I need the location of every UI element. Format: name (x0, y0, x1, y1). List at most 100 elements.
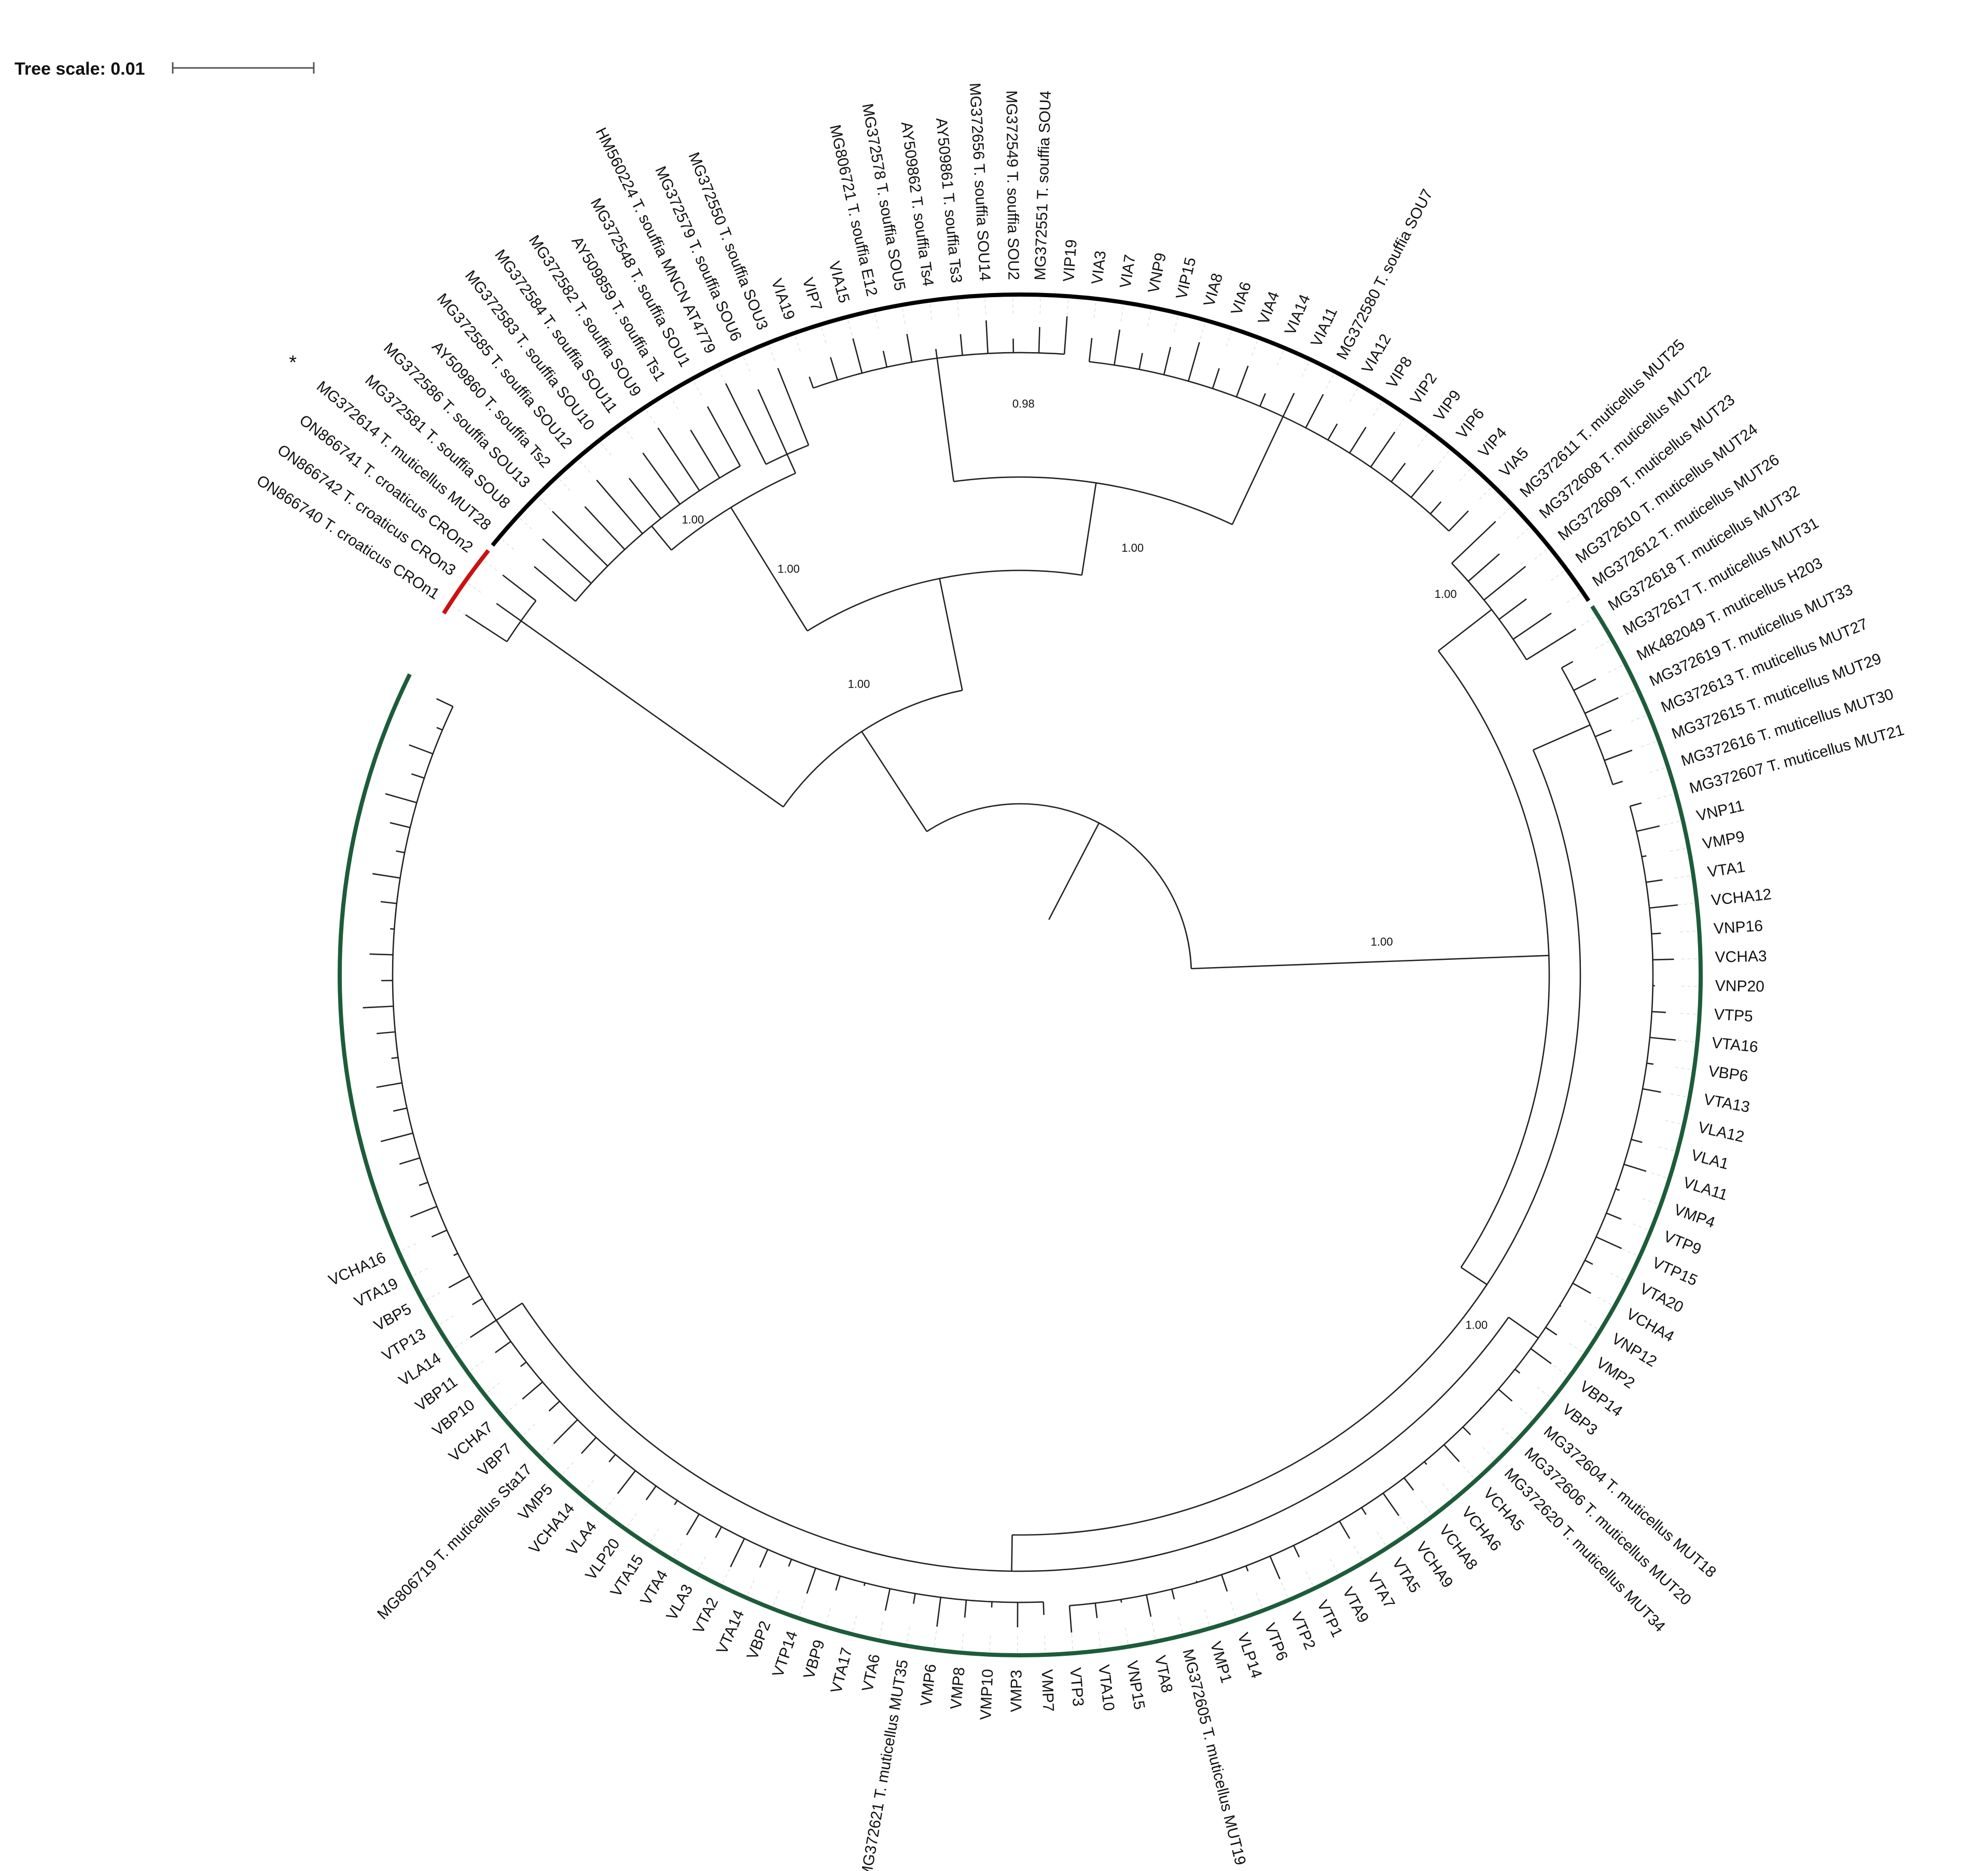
leaf-label: VTA9 (1339, 1584, 1372, 1626)
leaf-label: VMP6 (917, 1663, 940, 1707)
leaf-branch (936, 1597, 941, 1627)
leaf-branch (642, 452, 680, 505)
leaf-guide-line (583, 1479, 594, 1493)
leaf-guide-line (847, 319, 853, 336)
clade-connector (813, 352, 1065, 389)
branch-radial (786, 454, 797, 474)
leaf-label: VIA6 (1228, 280, 1255, 317)
leaf-guide-line (1674, 875, 1691, 879)
leaf-label: VIP2 (1407, 370, 1440, 407)
support-value: 1.00 (1371, 936, 1393, 948)
leaf-guide-line (1230, 1601, 1236, 1617)
leaf-guide-line (1680, 930, 1697, 932)
leaf-branch (1651, 1011, 1666, 1013)
leaf-branch (548, 1401, 560, 1412)
leaf-guide-line (1631, 715, 1646, 722)
leaf-label: VTA16 (1711, 1035, 1759, 1056)
leaf-branch (1088, 338, 1093, 362)
leaf-branch (431, 1229, 448, 1238)
branch-radial (651, 525, 672, 551)
leaf-label: VTA20 (1637, 1280, 1686, 1316)
scale-bar: Tree scale: 0.01 (15, 59, 315, 79)
leaf-branch (1245, 1566, 1249, 1572)
leaf-guide-line (1520, 1407, 1533, 1419)
clade-arc-muticellus (338, 605, 1703, 1657)
leaf-branch (1171, 1589, 1175, 1600)
branch-arc (521, 1303, 1509, 1572)
leaf-label: VIA19 (768, 276, 798, 322)
support-value: 1.00 (848, 677, 870, 690)
leaf-branch (385, 793, 417, 804)
leaf-branch (1595, 1236, 1622, 1249)
branch-radial (1191, 955, 1549, 970)
leaf-branch (1038, 327, 1040, 353)
leaf-branch (1498, 1388, 1513, 1402)
leaf-label: VCHA3 (1715, 947, 1767, 966)
clade-arc-croaticus (442, 549, 490, 615)
leaf-branch (935, 348, 938, 358)
leaf-branch (1631, 1138, 1643, 1143)
leaf-branch (757, 389, 788, 455)
leaf-label: VTA2 (690, 1595, 722, 1637)
leaf-guide-line (1463, 1465, 1475, 1478)
leaf-label: VIP15 (1173, 256, 1199, 301)
leaf-label: VTA6 (859, 1653, 883, 1693)
leaf-branch (645, 1485, 657, 1501)
leaf-branch (1462, 1426, 1471, 1435)
leaf-guide-line (439, 1315, 454, 1325)
leaf-branch (552, 511, 608, 567)
leaf-branch (1545, 1327, 1558, 1336)
leaf-branch (409, 744, 434, 755)
leaf-label: VBP7 (475, 1440, 516, 1479)
leaf-branch (399, 1157, 420, 1165)
leaf-guide-line (1350, 387, 1358, 402)
leaf-guide-line (1301, 362, 1309, 377)
leaf-guide-line (1372, 402, 1382, 416)
leaf-branch (1642, 1088, 1661, 1093)
leaf-guide-line (1651, 1172, 1667, 1178)
leaf-branch (1649, 904, 1678, 909)
leaf-label: VIP4 (1475, 424, 1510, 461)
leaf-label: VIA3 (1089, 250, 1109, 285)
leaf-branch (657, 427, 700, 491)
branch-arc (1438, 650, 1550, 1268)
leaf-label: VTP6 (1261, 1621, 1291, 1663)
leaf-guide-line (1678, 1040, 1694, 1042)
support-value: 1.00 (1121, 541, 1144, 554)
leaf-branch (1361, 1507, 1367, 1515)
leaf-branch (1630, 802, 1642, 807)
leaf-label: VBP6 (1707, 1063, 1749, 1085)
leaf-label: VIA4 (1255, 289, 1283, 327)
support-value: 1.00 (1435, 588, 1457, 601)
leaf-branch (1623, 1163, 1647, 1172)
leaf-branch (410, 1206, 437, 1218)
leaf-guide-line (1566, 593, 1580, 603)
leaf-guide-line (879, 1622, 884, 1638)
leaf-branch (390, 822, 411, 829)
branch-radial (1533, 724, 1591, 751)
leaf-label: VNP16 (1713, 917, 1763, 938)
leaf-branch (730, 1538, 745, 1568)
leaf-label: MG372605 T. muticellus MUT19 (1179, 1647, 1249, 1867)
leaf-label: VMP8 (948, 1666, 968, 1710)
leaf-branch (809, 376, 814, 388)
branch-arc (807, 569, 1082, 632)
leaf-guide-line (1377, 1531, 1386, 1545)
leaf-branch (617, 1470, 636, 1494)
leaf-label: VLA3 (663, 1582, 696, 1623)
leaf-guide-line (697, 1556, 706, 1571)
leaf-label: VTA13 (1702, 1091, 1751, 1116)
leaf-branch (596, 479, 643, 534)
leaf-branch (1652, 958, 1674, 961)
leaf-guide-line (1502, 1428, 1514, 1440)
leaf-label: VIP7 (799, 276, 825, 313)
leaf-branch (1429, 501, 1442, 514)
leaf-branch (1259, 393, 1266, 407)
leaf-label: VIP6 (1453, 405, 1488, 442)
leaf-guide-line (1671, 1093, 1687, 1097)
leaf-guide-line (718, 368, 726, 383)
branch-radial (861, 731, 928, 832)
leaf-branch (471, 1297, 483, 1306)
leaf-branch (393, 1107, 407, 1112)
leaf-label: VTA8 (1151, 1654, 1176, 1694)
